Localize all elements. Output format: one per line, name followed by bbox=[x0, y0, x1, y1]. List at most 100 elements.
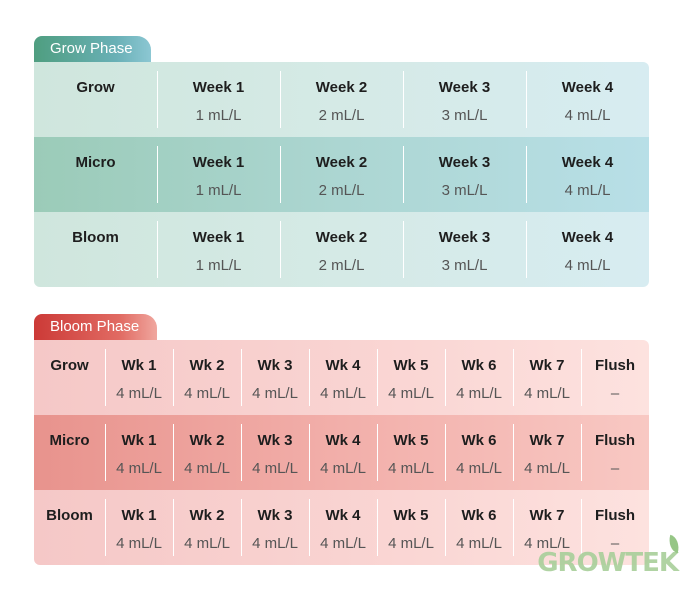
bloom-phase-tab: Bloom Phase bbox=[34, 314, 158, 340]
table-cell: Wk 7 4 mL/L bbox=[513, 340, 581, 415]
week-label: Wk 6 bbox=[461, 507, 497, 524]
table-cell: Flush – bbox=[581, 490, 649, 565]
dose-value: 4 mL/L bbox=[252, 535, 298, 552]
row-label: Bloom bbox=[72, 229, 119, 246]
table-cell: Wk 4 4 mL/L bbox=[309, 415, 377, 490]
week-label: Week 3 bbox=[438, 229, 491, 246]
dose-value: 4 mL/L bbox=[456, 535, 502, 552]
week-label: Wk 7 bbox=[529, 432, 565, 449]
table-cell: Wk 2 4 mL/L bbox=[173, 340, 241, 415]
table-cell: Wk 4 4 mL/L bbox=[309, 340, 377, 415]
week-label: Wk 3 bbox=[257, 357, 293, 374]
week-label: Wk 3 bbox=[257, 432, 293, 449]
week-label: Wk 3 bbox=[257, 507, 293, 524]
table-cell: Wk 5 4 mL/L bbox=[377, 415, 445, 490]
table-cell: Week 1 1 mL/L bbox=[157, 212, 280, 287]
dose-value: 2 mL/L bbox=[318, 182, 365, 199]
row-label: Grow bbox=[76, 79, 115, 96]
week-label: Wk 2 bbox=[189, 357, 225, 374]
week-label: Week 2 bbox=[315, 229, 368, 246]
dose-value: 4 mL/L bbox=[116, 460, 162, 477]
table-cell: Week 2 2 mL/L bbox=[280, 137, 403, 212]
table-cell: Week 1 1 mL/L bbox=[157, 137, 280, 212]
week-label: Wk 6 bbox=[461, 357, 497, 374]
week-label: Wk 4 bbox=[325, 432, 361, 449]
week-label: Week 2 bbox=[315, 154, 368, 171]
table-cell: Flush – bbox=[581, 415, 649, 490]
bloom-phase-section: Bloom Phase Grow Wk 1 4 mL/L Wk 2 4 mL/L W… bbox=[34, 314, 649, 565]
week-label: Week 1 bbox=[192, 79, 245, 96]
growtek-logo: GROWTEK bbox=[537, 534, 682, 578]
dose-value: 4 mL/L bbox=[388, 535, 434, 552]
week-label: Flush bbox=[595, 507, 635, 524]
row-label: Grow bbox=[50, 357, 89, 374]
dose-value: 4 mL/L bbox=[184, 535, 230, 552]
dose-value: – bbox=[610, 460, 620, 477]
dose-value: 4 mL/L bbox=[320, 535, 366, 552]
dose-value: 4 mL/L bbox=[184, 460, 230, 477]
week-label: Flush bbox=[595, 432, 635, 449]
dose-value: 3 mL/L bbox=[441, 257, 488, 274]
dose-value: 3 mL/L bbox=[441, 107, 488, 124]
week-label: Wk 2 bbox=[189, 507, 225, 524]
week-label: Flush bbox=[595, 357, 635, 374]
grow-phase-tab: Grow Phase bbox=[34, 36, 151, 62]
table-cell: Wk 5 4 mL/L bbox=[377, 340, 445, 415]
week-label: Wk 4 bbox=[325, 357, 361, 374]
week-label: Wk 1 bbox=[121, 357, 157, 374]
table-cell: Wk 7 4 mL/L bbox=[513, 490, 581, 565]
table-cell: Flush – bbox=[581, 340, 649, 415]
table-cell: Wk 2 4 mL/L bbox=[173, 490, 241, 565]
week-label: Week 1 bbox=[192, 229, 245, 246]
dose-value: 4 mL/L bbox=[116, 535, 162, 552]
dose-value: 4 mL/L bbox=[564, 182, 611, 199]
grow-phase-row-bloom: Bloom Week 1 1 mL/L Week 2 2 mL/L Week 3 3 … bbox=[34, 212, 649, 287]
table-cell: Week 4 4 mL/L bbox=[526, 212, 649, 287]
dose-value: 4 mL/L bbox=[388, 385, 434, 402]
table-cell: Wk 3 4 mL/L bbox=[241, 340, 309, 415]
dose-value: 4 mL/L bbox=[184, 385, 230, 402]
week-label: Wk 5 bbox=[393, 432, 429, 449]
dose-value: 4 mL/L bbox=[116, 385, 162, 402]
table-cell: Wk 1 4 mL/L bbox=[105, 340, 173, 415]
table-cell: Week 1 1 mL/L bbox=[157, 62, 280, 137]
week-label: Wk 7 bbox=[529, 357, 565, 374]
table-cell: Week 2 2 mL/L bbox=[280, 212, 403, 287]
dose-value: 4 mL/L bbox=[456, 385, 502, 402]
dose-value: 4 mL/L bbox=[564, 107, 611, 124]
grow-phase-table: Grow Week 1 1 mL/L Week 2 2 mL/L Week 3 3 m… bbox=[34, 62, 649, 287]
dose-value: 4 mL/L bbox=[320, 385, 366, 402]
dose-value: – bbox=[610, 385, 620, 402]
week-label: Week 1 bbox=[192, 154, 245, 171]
dose-value: 4 mL/L bbox=[388, 460, 434, 477]
grow-phase-row-micro: Micro Week 1 1 mL/L Week 2 2 mL/L Week 3 3 … bbox=[34, 137, 649, 212]
week-label: Week 4 bbox=[561, 154, 614, 171]
dose-value: 3 mL/L bbox=[441, 182, 488, 199]
table-cell: Wk 6 4 mL/L bbox=[445, 415, 513, 490]
week-label: Wk 1 bbox=[121, 432, 157, 449]
week-label: Wk 5 bbox=[393, 357, 429, 374]
grow-phase-row-grow: Grow Week 1 1 mL/L Week 2 2 mL/L Week 3 3 m… bbox=[34, 62, 649, 137]
week-label: Wk 6 bbox=[461, 432, 497, 449]
table-cell: Wk 7 4 mL/L bbox=[513, 415, 581, 490]
dose-value: 4 mL/L bbox=[564, 257, 611, 274]
week-label: Wk 1 bbox=[121, 507, 157, 524]
table-cell: Week 2 2 mL/L bbox=[280, 62, 403, 137]
table-cell: Wk 2 4 mL/L bbox=[173, 415, 241, 490]
bloom-phase-row-grow: Grow Wk 1 4 mL/L Wk 2 4 mL/L Wk 3 4 mL/L Wk… bbox=[34, 340, 649, 415]
dose-value: 4 mL/L bbox=[524, 460, 570, 477]
week-label: Week 4 bbox=[561, 79, 614, 96]
dose-value: 1 mL/L bbox=[195, 107, 242, 124]
table-cell: Wk 6 4 mL/L bbox=[445, 340, 513, 415]
table-cell: Wk 1 4 mL/L bbox=[105, 490, 173, 565]
row-label: Bloom bbox=[46, 507, 93, 524]
dose-value: 1 mL/L bbox=[195, 182, 242, 199]
table-cell: Week 3 3 mL/L bbox=[403, 212, 526, 287]
dose-value: 4 mL/L bbox=[524, 535, 570, 552]
week-label: Wk 5 bbox=[393, 507, 429, 524]
row-label: Micro bbox=[75, 154, 116, 171]
logo-text: GROWTEK bbox=[537, 548, 679, 578]
dose-value: – bbox=[610, 535, 620, 552]
dose-value: 4 mL/L bbox=[320, 460, 366, 477]
bloom-phase-row-micro: Micro Wk 1 4 mL/L Wk 2 4 mL/L Wk 3 4 mL/L W… bbox=[34, 415, 649, 490]
